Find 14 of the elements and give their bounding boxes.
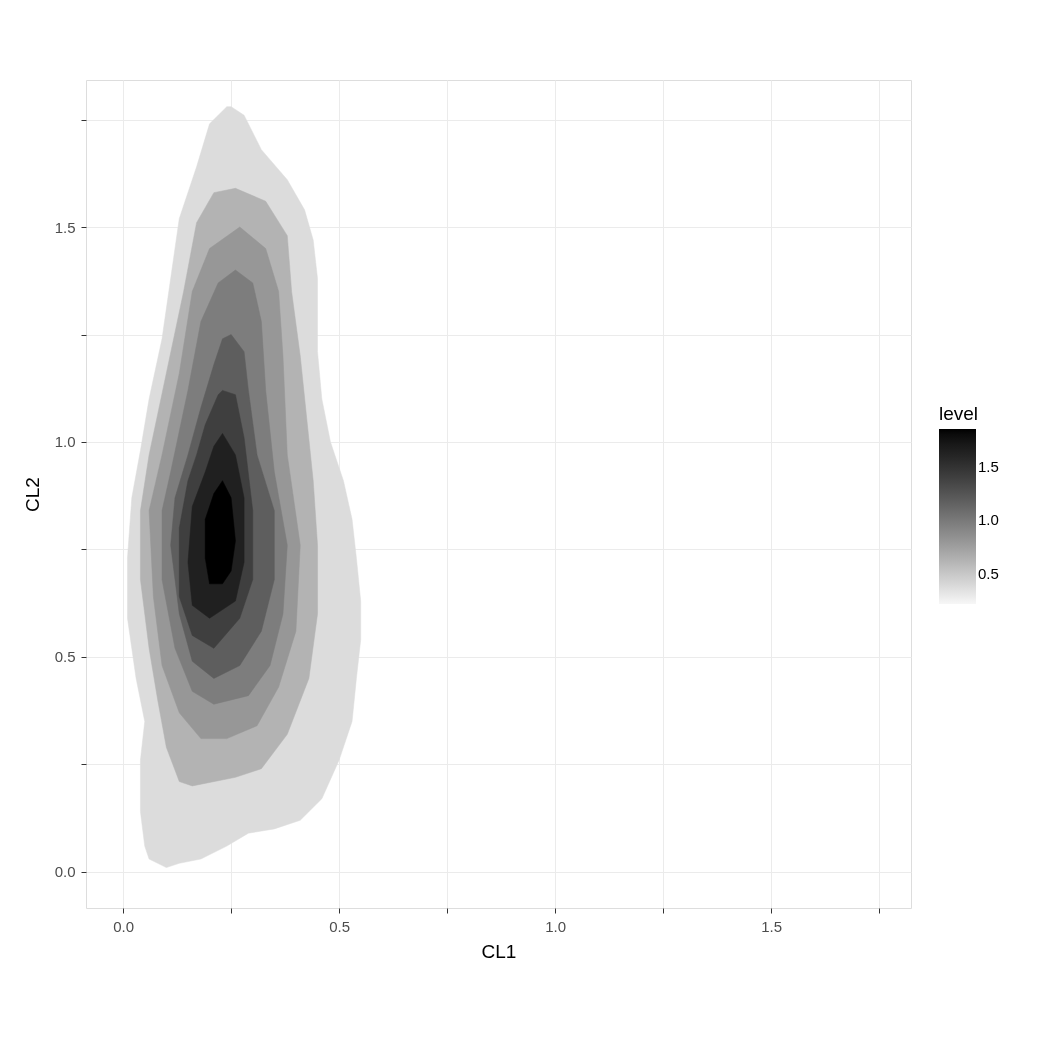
x-tick-label: 1.5 (761, 917, 782, 935)
x-tick-label: 0.0 (113, 917, 135, 935)
x-tick-label: 0.5 (329, 917, 351, 935)
color-bar-label: 0.5 (978, 564, 999, 582)
color-bar-title: level (939, 403, 979, 424)
y-tick-label: 0.0 (54, 863, 76, 881)
y-tick-label: 1.0 (54, 433, 76, 451)
x-axis-title: CL1 (481, 940, 517, 962)
y-axis-title: CL2 (21, 477, 43, 512)
color-bar-label: 1.0 (978, 511, 999, 529)
y-tick-label: 1.5 (54, 218, 76, 236)
x-tick-label: 1.0 (545, 917, 567, 935)
y-tick-label: 0.5 (54, 648, 76, 666)
color-bar-label: 1.5 (978, 457, 999, 475)
